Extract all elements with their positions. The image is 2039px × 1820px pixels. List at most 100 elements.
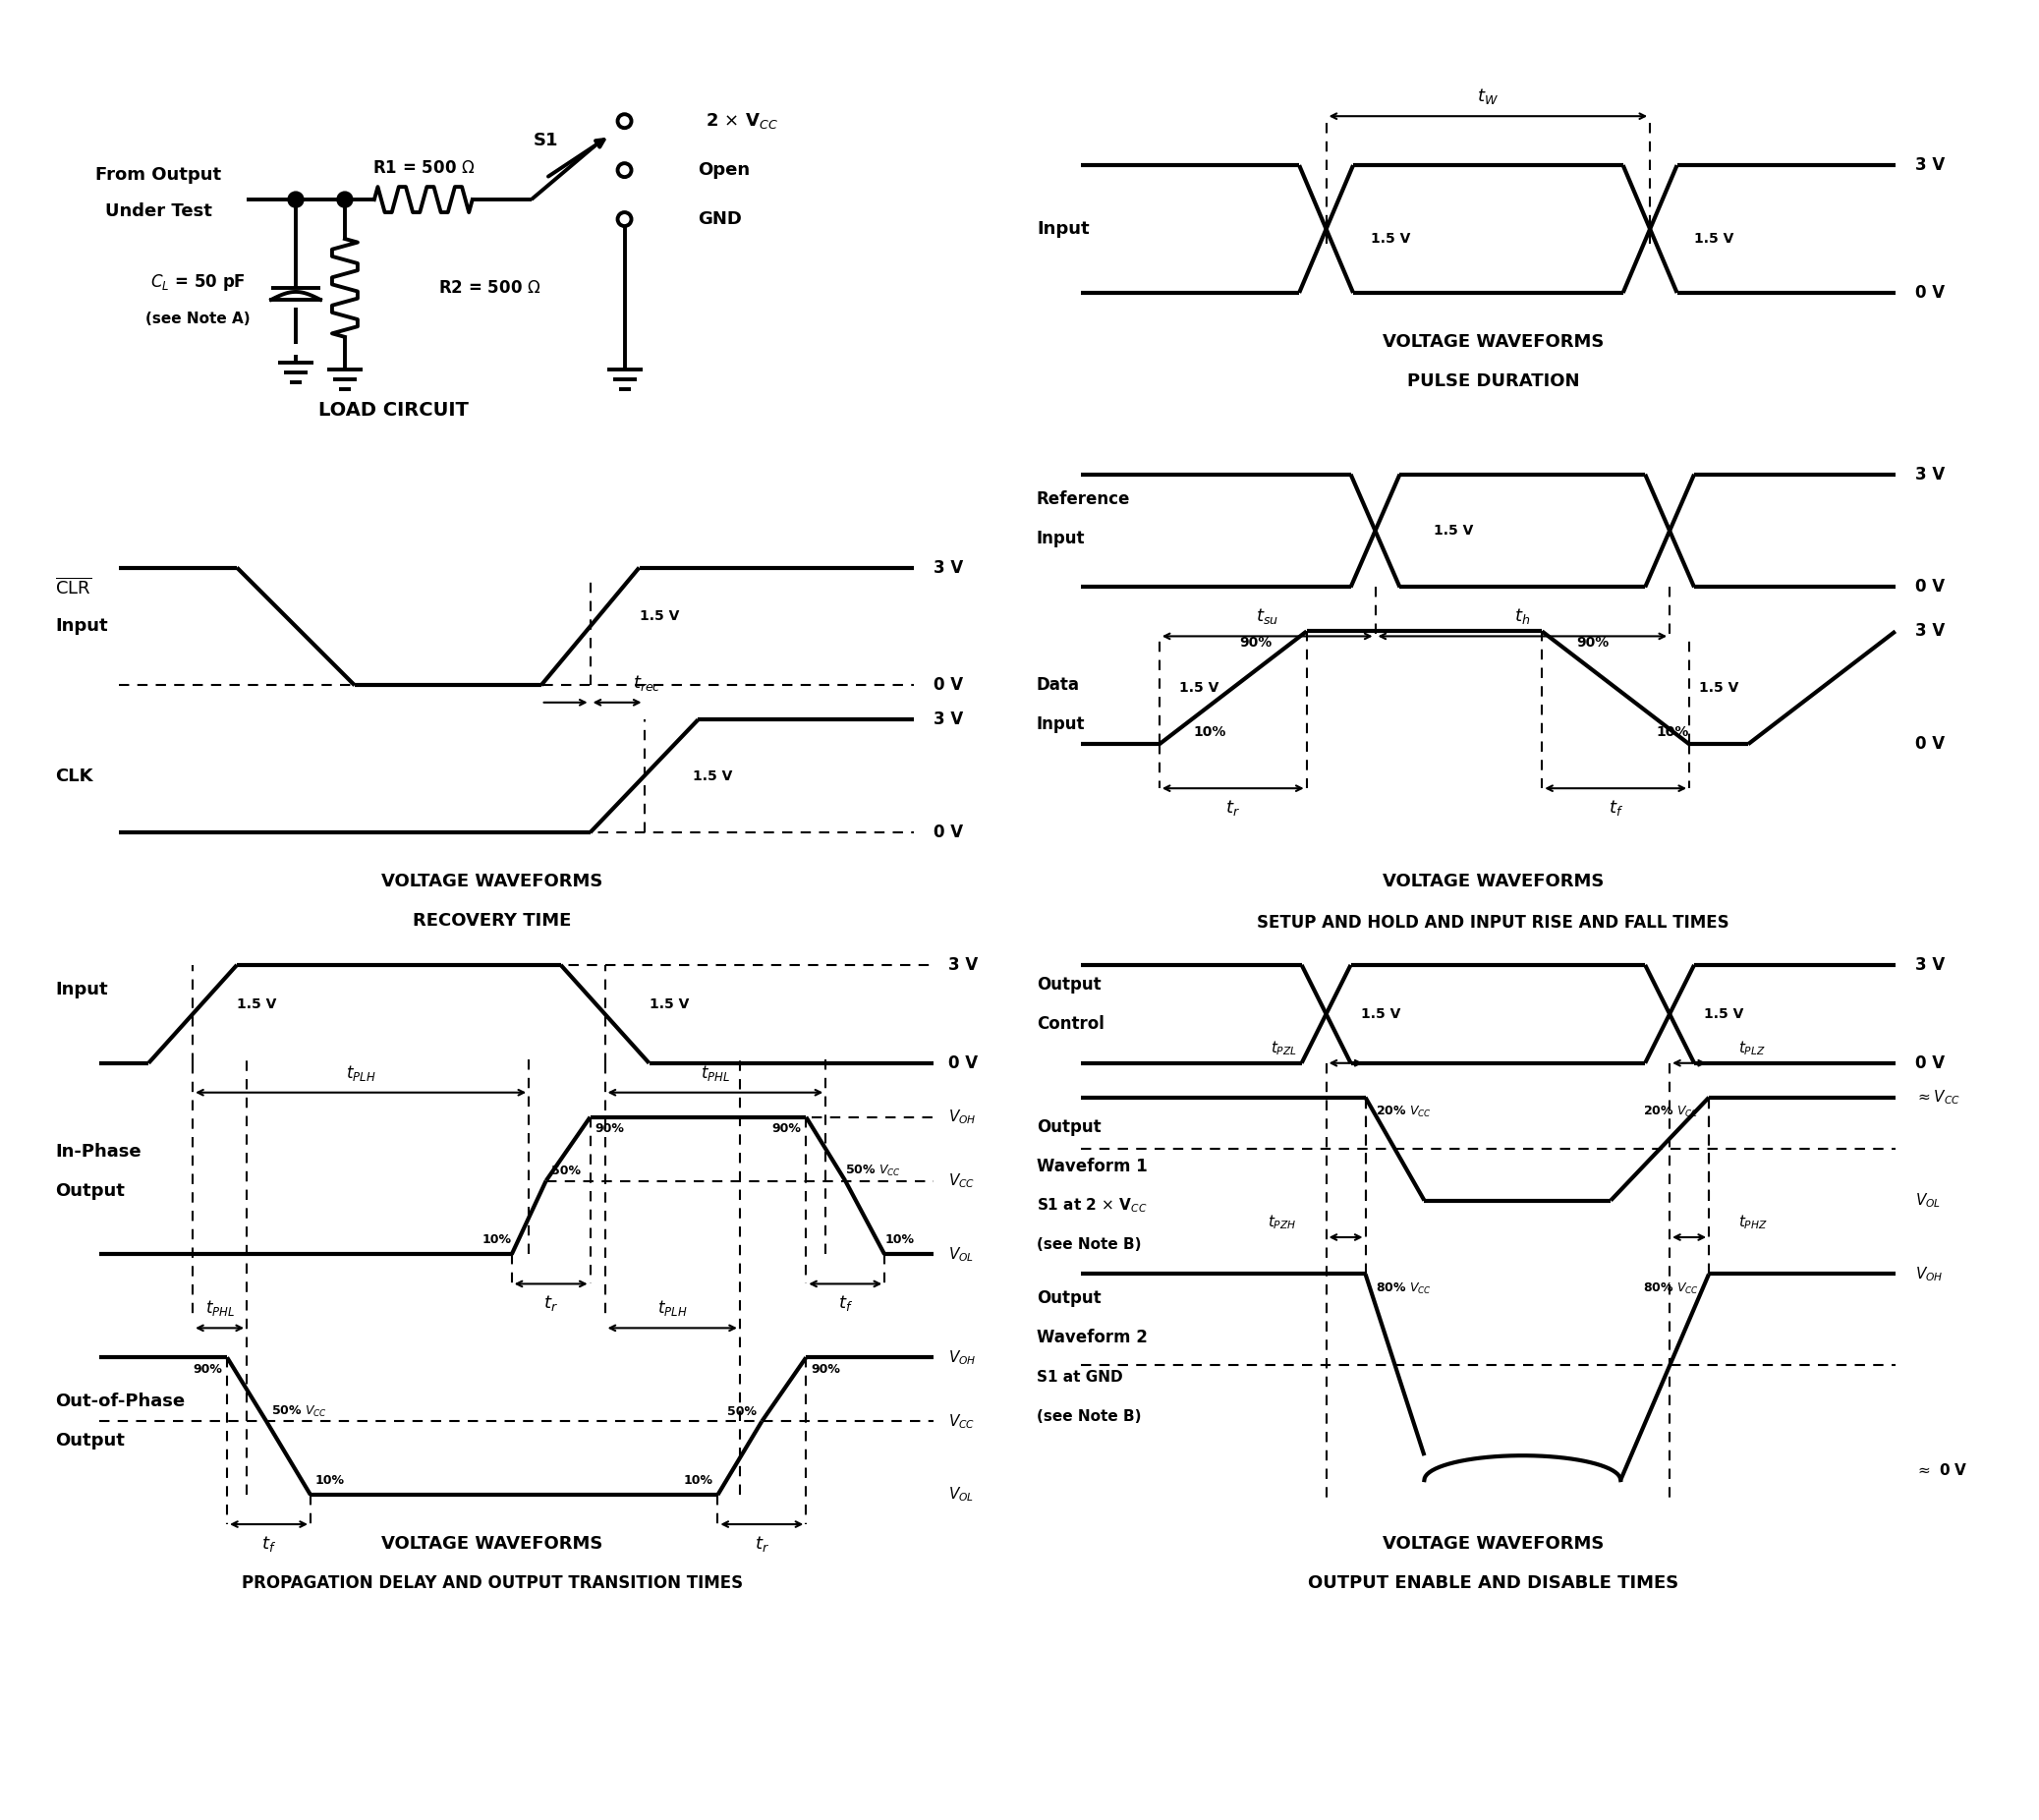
Text: Output: Output [55,1181,124,1199]
Text: $V_{OL}$: $V_{OL}$ [1915,1192,1941,1210]
Text: $V_{OL}$: $V_{OL}$ [948,1485,975,1503]
Text: Output: Output [1036,1117,1101,1136]
Text: 20% $V_{CC}$: 20% $V_{CC}$ [1374,1105,1431,1119]
Text: 0 V: 0 V [1915,579,1945,595]
Text: $t_{PHL}$: $t_{PHL}$ [701,1063,730,1083]
Text: 1.5 V: 1.5 V [237,997,277,1012]
Text: 1.5 V: 1.5 V [1698,681,1739,695]
Text: 3 V: 3 V [948,956,979,974]
Text: Out-of-Phase: Out-of-Phase [55,1392,186,1410]
Text: 3 V: 3 V [1915,157,1945,175]
Text: 0 V: 0 V [1915,735,1945,753]
Text: 3 V: 3 V [934,712,962,728]
Text: 0 V: 0 V [1915,284,1945,302]
Text: $\approx V_{CC}$: $\approx V_{CC}$ [1915,1088,1959,1107]
Text: From Output: From Output [96,166,222,184]
Text: VOLTAGE WAVEFORMS: VOLTAGE WAVEFORMS [381,1534,604,1552]
Text: R1 = 500 $\Omega$: R1 = 500 $\Omega$ [371,160,475,177]
Text: 50% $V_{CC}$: 50% $V_{CC}$ [846,1163,901,1178]
Text: $t_r$: $t_r$ [1225,799,1240,817]
Text: $t_{rec}$: $t_{rec}$ [632,673,661,693]
Text: CLK: CLK [55,768,94,784]
Text: $V_{OH}$: $V_{OH}$ [1915,1265,1943,1283]
Text: $V_{OH}$: $V_{OH}$ [948,1108,977,1127]
Text: $C_L$ = 50 pF: $C_L$ = 50 pF [151,273,245,293]
Text: 10%: 10% [885,1234,913,1247]
Text: RECOVERY TIME: RECOVERY TIME [412,912,571,930]
Text: 3 V: 3 V [1915,956,1945,974]
Text: Data: Data [1036,677,1081,693]
Text: 1.5 V: 1.5 V [1705,1006,1743,1021]
Text: 3 V: 3 V [1915,622,1945,641]
Text: $t_{PZL}$: $t_{PZL}$ [1270,1039,1297,1057]
Text: Control: Control [1036,1016,1105,1032]
Text: $t_{su}$: $t_{su}$ [1256,606,1278,626]
Text: VOLTAGE WAVEFORMS: VOLTAGE WAVEFORMS [1382,874,1605,890]
Text: R2 = 500 $\Omega$: R2 = 500 $\Omega$ [438,278,540,297]
Text: 90%: 90% [194,1363,222,1376]
Text: 0 V: 0 V [1915,1054,1945,1072]
Text: SETUP AND HOLD AND INPUT RISE AND FALL TIMES: SETUP AND HOLD AND INPUT RISE AND FALL T… [1256,914,1729,932]
Text: 90%: 90% [1240,637,1272,650]
Text: VOLTAGE WAVEFORMS: VOLTAGE WAVEFORMS [1382,1534,1605,1552]
Text: 10%: 10% [1656,726,1688,739]
Text: Waveform 2: Waveform 2 [1036,1329,1148,1347]
Text: $t_{PLZ}$: $t_{PLZ}$ [1739,1039,1766,1057]
Text: 1.5 V: 1.5 V [1694,231,1733,246]
Text: Reference: Reference [1036,490,1130,508]
Text: 50% $V_{CC}$: 50% $V_{CC}$ [271,1403,326,1420]
Text: Input: Input [55,981,108,999]
Text: 1.5 V: 1.5 V [648,997,689,1012]
Text: 1.5 V: 1.5 V [1370,231,1411,246]
Text: 90%: 90% [812,1363,840,1376]
Text: Input: Input [55,617,108,635]
Text: Output: Output [1036,1290,1101,1307]
Text: 10%: 10% [481,1234,512,1247]
Text: 1.5 V: 1.5 V [1433,524,1474,537]
Text: VOLTAGE WAVEFORMS: VOLTAGE WAVEFORMS [1382,333,1605,351]
Text: 1.5 V: 1.5 V [1179,681,1219,695]
Text: LOAD CIRCUIT: LOAD CIRCUIT [318,400,469,420]
Text: $t_{PZH}$: $t_{PZH}$ [1268,1214,1297,1232]
Text: 10%: 10% [683,1474,714,1487]
Text: Open: Open [697,162,750,178]
Text: $t_W$: $t_W$ [1478,87,1499,106]
Text: 2 $\times$ V$_{CC}$: 2 $\times$ V$_{CC}$ [705,111,779,131]
Text: $t_{PLH}$: $t_{PLH}$ [347,1063,375,1083]
Text: 1.5 V: 1.5 V [640,610,679,624]
Text: 90%: 90% [773,1123,801,1136]
Text: PULSE DURATION: PULSE DURATION [1407,373,1580,389]
Text: S1 at GND: S1 at GND [1036,1370,1123,1385]
Circle shape [336,191,353,207]
Text: Output: Output [1036,976,1101,994]
Text: $t_f$: $t_f$ [838,1294,852,1314]
Text: $V_{OL}$: $V_{OL}$ [948,1245,975,1263]
Text: S1: S1 [534,131,559,149]
Text: $t_{PHZ}$: $t_{PHZ}$ [1739,1214,1768,1232]
Text: OUTPUT ENABLE AND DISABLE TIMES: OUTPUT ENABLE AND DISABLE TIMES [1307,1574,1678,1592]
Text: 80% $V_{CC}$: 80% $V_{CC}$ [1643,1281,1698,1296]
Text: $t_f$: $t_f$ [261,1534,275,1554]
Text: $V_{CC}$: $V_{CC}$ [948,1172,975,1190]
Text: Input: Input [1036,715,1085,733]
Text: $t_r$: $t_r$ [754,1534,769,1554]
Text: $V_{OH}$: $V_{OH}$ [948,1349,977,1367]
Text: $V_{CC}$: $V_{CC}$ [948,1412,975,1431]
Text: 20% $V_{CC}$: 20% $V_{CC}$ [1643,1105,1698,1119]
Text: 3 V: 3 V [1915,466,1945,482]
Circle shape [287,191,304,207]
Text: 0 V: 0 V [934,677,962,693]
Text: Input: Input [1036,530,1085,548]
Text: 10%: 10% [1193,726,1227,739]
Text: Input: Input [1036,220,1089,238]
Text: 1.5 V: 1.5 V [693,770,732,783]
Text: S1 at 2 $\times$ V$_{CC}$: S1 at 2 $\times$ V$_{CC}$ [1036,1196,1148,1214]
Text: $t_{PHL}$: $t_{PHL}$ [206,1298,234,1318]
Text: VOLTAGE WAVEFORMS: VOLTAGE WAVEFORMS [381,874,604,890]
Text: 90%: 90% [595,1123,624,1136]
Text: $t_h$: $t_h$ [1515,606,1531,626]
Text: 1.5 V: 1.5 V [1360,1006,1401,1021]
Text: In-Phase: In-Phase [55,1143,141,1159]
Text: Under Test: Under Test [104,202,212,220]
Text: $\approx$ 0 V: $\approx$ 0 V [1915,1463,1968,1478]
